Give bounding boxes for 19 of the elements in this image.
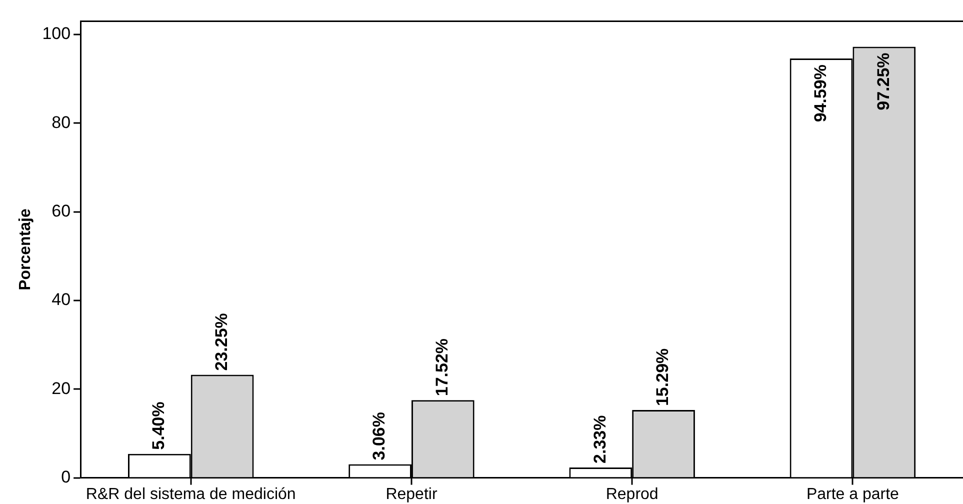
x-tick-label: Repetir (386, 486, 438, 503)
x-tick-label: R&R del sistema de medición (86, 486, 296, 503)
y-tick-label: 80 (52, 112, 71, 132)
data-label: 15.29% (653, 348, 672, 406)
data-label: 23.25% (212, 313, 231, 371)
y-tick-label: 20 (52, 378, 71, 398)
y-tick-label: 100 (42, 24, 71, 44)
data-label: 2.33% (590, 415, 610, 464)
x-tick-label: Parte a parte (806, 486, 900, 503)
y-axis-title: Porcentaje (17, 208, 34, 290)
data-label: 97.25% (874, 52, 893, 110)
data-label: 3.06% (370, 412, 389, 460)
y-tick-label: 0 (61, 467, 71, 486)
data-label: 17.52% (432, 338, 452, 396)
y-tick-label: 40 (52, 290, 71, 310)
x-tick-label: Reprod (606, 486, 658, 503)
y-tick-label: 60 (52, 202, 71, 221)
data-label: 5.40% (149, 402, 168, 450)
data-label: 94.59% (810, 64, 830, 122)
